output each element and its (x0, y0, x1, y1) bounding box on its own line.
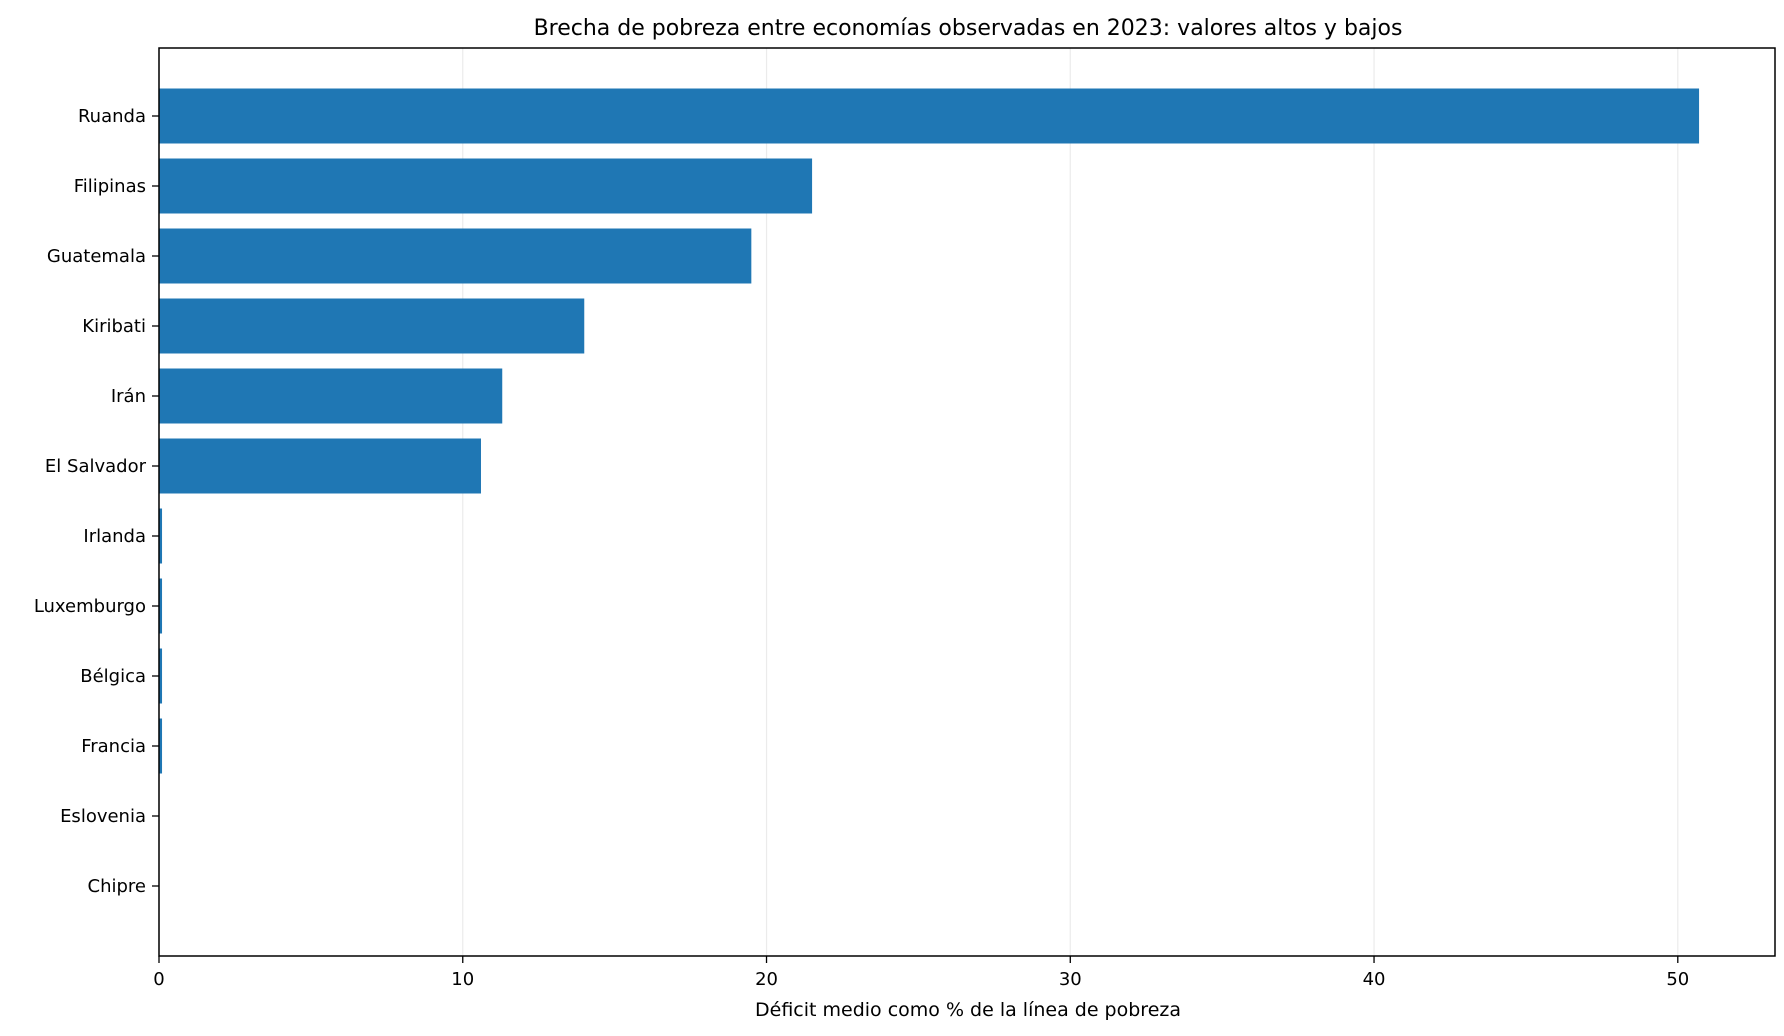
x-tick-label: 20 (755, 969, 778, 990)
x-tick-label: 40 (1363, 969, 1386, 990)
bar (159, 228, 752, 284)
y-tick-label: Eslovenia (60, 806, 146, 827)
y-tick-label: Bélgica (80, 666, 146, 687)
x-tick-label: 30 (1059, 969, 1082, 990)
y-tick-label: Chipre (88, 876, 146, 897)
bar (159, 718, 163, 774)
x-axis-label: Déficit medio como % de la línea de pobr… (755, 999, 1181, 1021)
plot-frame (158, 47, 1776, 957)
bar (159, 578, 163, 634)
bar (159, 508, 163, 564)
bar (159, 648, 163, 704)
y-tick-label: Irán (111, 386, 146, 407)
bars (159, 88, 1700, 774)
x-axis: 0 10 20 30 40 50 (153, 956, 1689, 990)
y-tick-label: Kiribati (82, 316, 146, 337)
bar (159, 88, 1700, 144)
bar (159, 368, 503, 424)
chart-title: Brecha de pobreza entre economías observ… (534, 16, 1403, 41)
x-tick-label: 0 (153, 969, 164, 990)
bar (159, 298, 585, 354)
x-tick-label: 10 (451, 969, 474, 990)
y-axis: Ruanda Filipinas Guatemala Kiribati Irán El S… (34, 106, 159, 897)
bar (159, 158, 813, 214)
y-tick-label: El Salvador (45, 456, 147, 477)
bar (159, 438, 481, 494)
y-tick-label: Guatemala (47, 246, 146, 267)
y-tick-label: Francia (81, 736, 146, 757)
x-tick-label: 50 (1666, 969, 1689, 990)
y-tick-label: Ruanda (78, 106, 146, 127)
y-tick-label: Filipinas (74, 176, 146, 197)
y-tick-label: Luxemburgo (34, 596, 146, 617)
y-tick-label: Irlanda (83, 526, 146, 547)
